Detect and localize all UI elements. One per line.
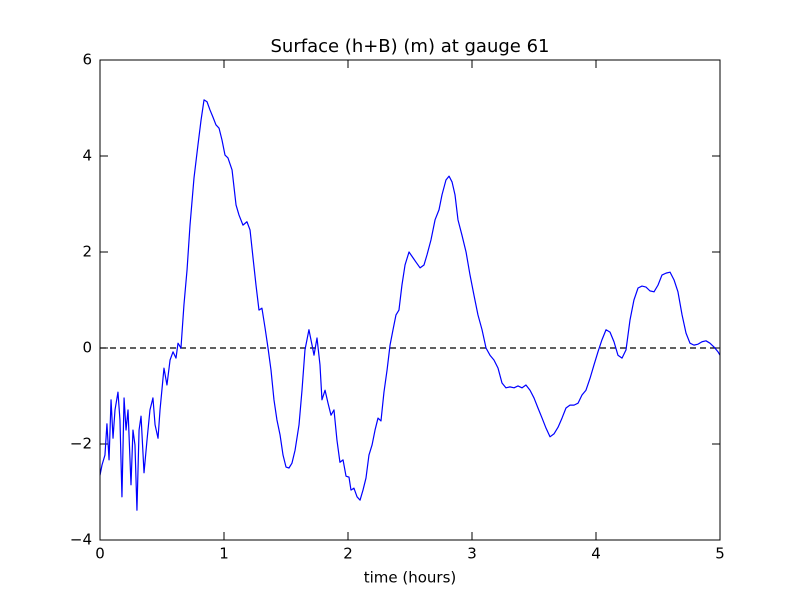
chart-title: Surface (h+B) (m) at gauge 61 bbox=[271, 36, 550, 57]
x-axis-label: time (hours) bbox=[364, 569, 457, 587]
x-tick-label: 2 bbox=[343, 545, 353, 563]
x-tick-label: 3 bbox=[467, 545, 477, 563]
x-tick-label: 0 bbox=[95, 545, 105, 563]
plot-frame bbox=[99, 59, 721, 541]
y-tick-label: −4 bbox=[70, 531, 92, 549]
y-tick-label: 4 bbox=[82, 147, 92, 165]
y-tick-label: 6 bbox=[82, 51, 92, 69]
y-tick-label: 0 bbox=[82, 339, 92, 357]
x-tick-label: 5 bbox=[715, 545, 725, 563]
x-tick-label: 1 bbox=[219, 545, 229, 563]
x-tick-label: 4 bbox=[591, 545, 601, 563]
data-line bbox=[99, 99, 721, 511]
y-tick-label: 2 bbox=[82, 243, 92, 261]
y-tick-label: −2 bbox=[70, 435, 92, 453]
